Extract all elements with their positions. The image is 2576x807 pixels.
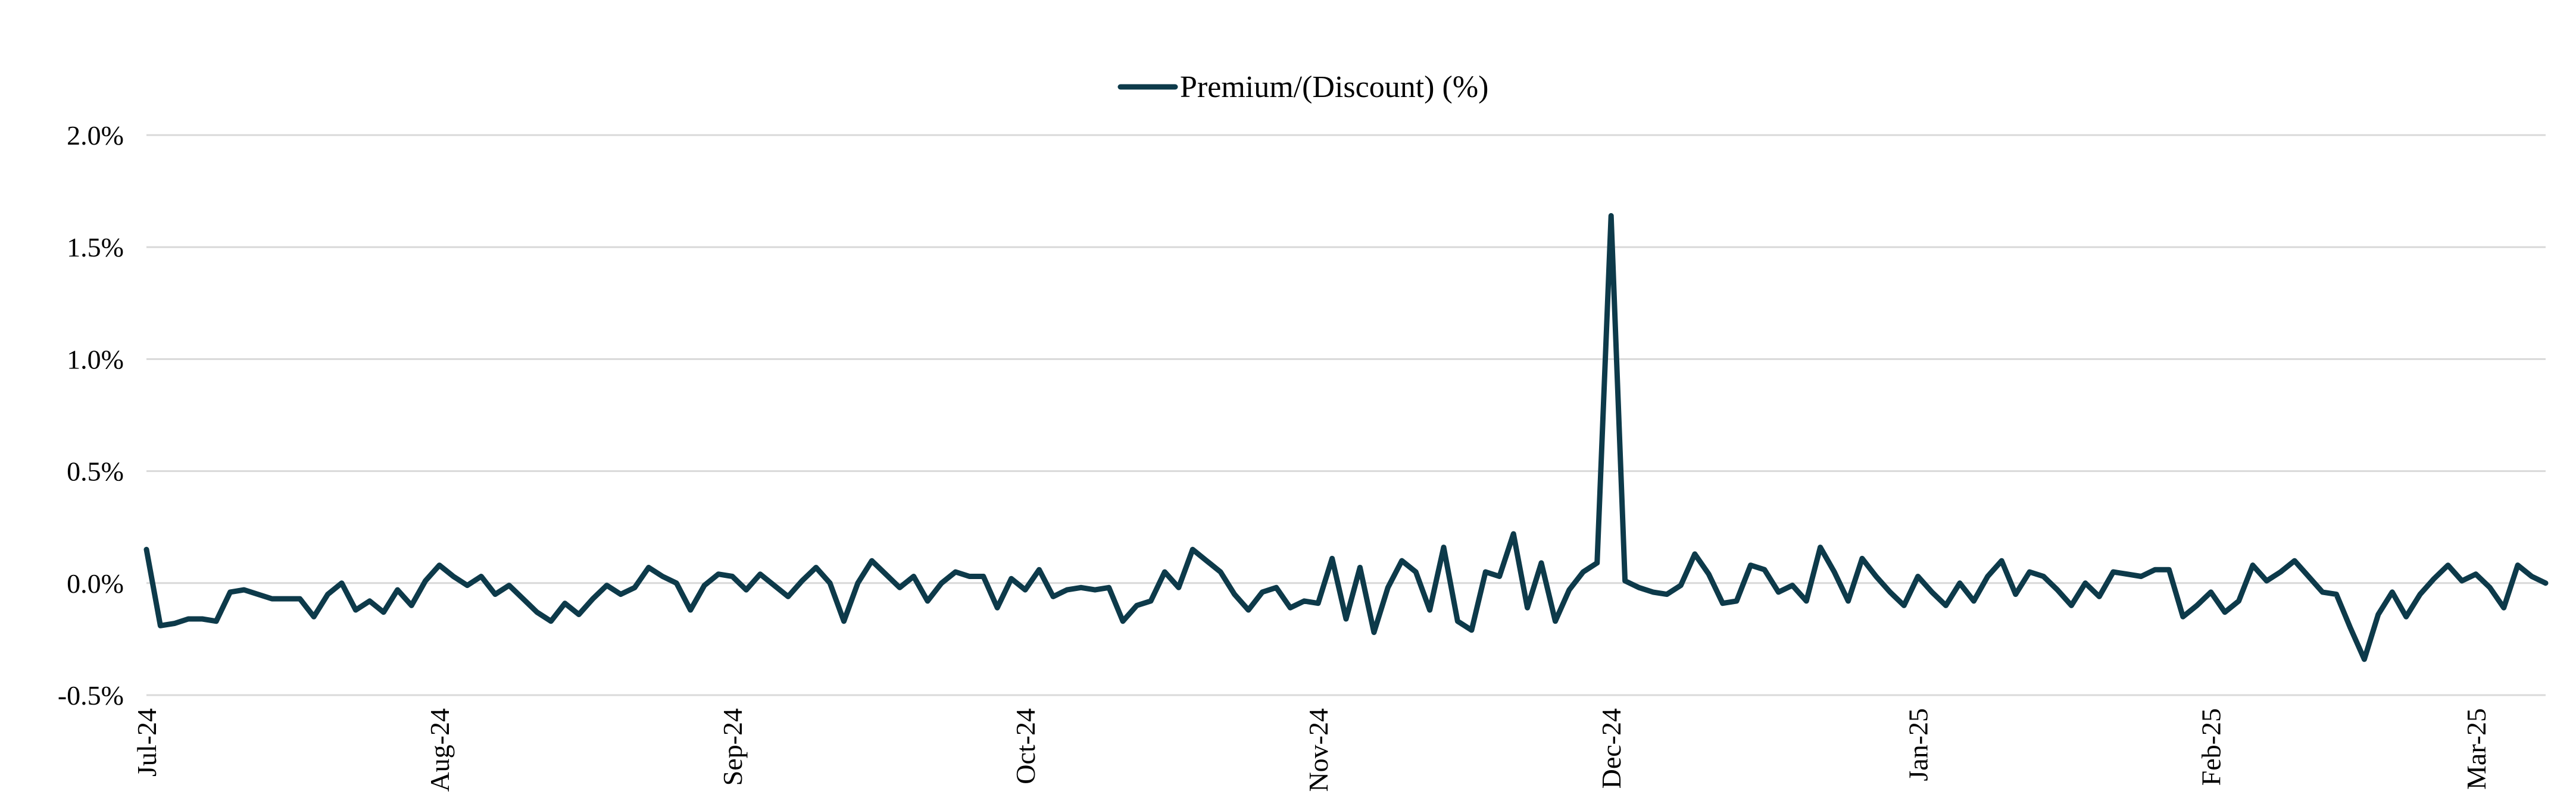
x-tick-label: Sep-24	[717, 708, 748, 786]
x-tick-label: Jan-25	[1903, 708, 1934, 781]
x-tick-label: Jul-24	[132, 708, 162, 777]
y-tick-label: 0.0%	[67, 568, 124, 599]
legend-label: Premium/(Discount) (%)	[1180, 70, 1488, 104]
legend: Premium/(Discount) (%)	[1117, 70, 1488, 104]
x-tick-label: Mar-25	[2461, 708, 2491, 790]
x-tick-label: Feb-25	[2196, 708, 2227, 786]
y-tick-label: 0.5%	[67, 456, 124, 487]
y-tick-label: 2.0%	[67, 120, 124, 151]
x-tick-label: Aug-24	[424, 708, 455, 792]
x-tick-label: Oct-24	[1010, 708, 1041, 784]
y-tick-label: 1.0%	[67, 344, 124, 374]
y-tick-label: 1.5%	[67, 232, 124, 262]
x-tick-label: Dec-24	[1596, 708, 1626, 789]
y-tick-label: -0.5%	[58, 680, 124, 711]
x-tick-label: Nov-24	[1303, 708, 1334, 792]
data-line	[143, 213, 2549, 662]
